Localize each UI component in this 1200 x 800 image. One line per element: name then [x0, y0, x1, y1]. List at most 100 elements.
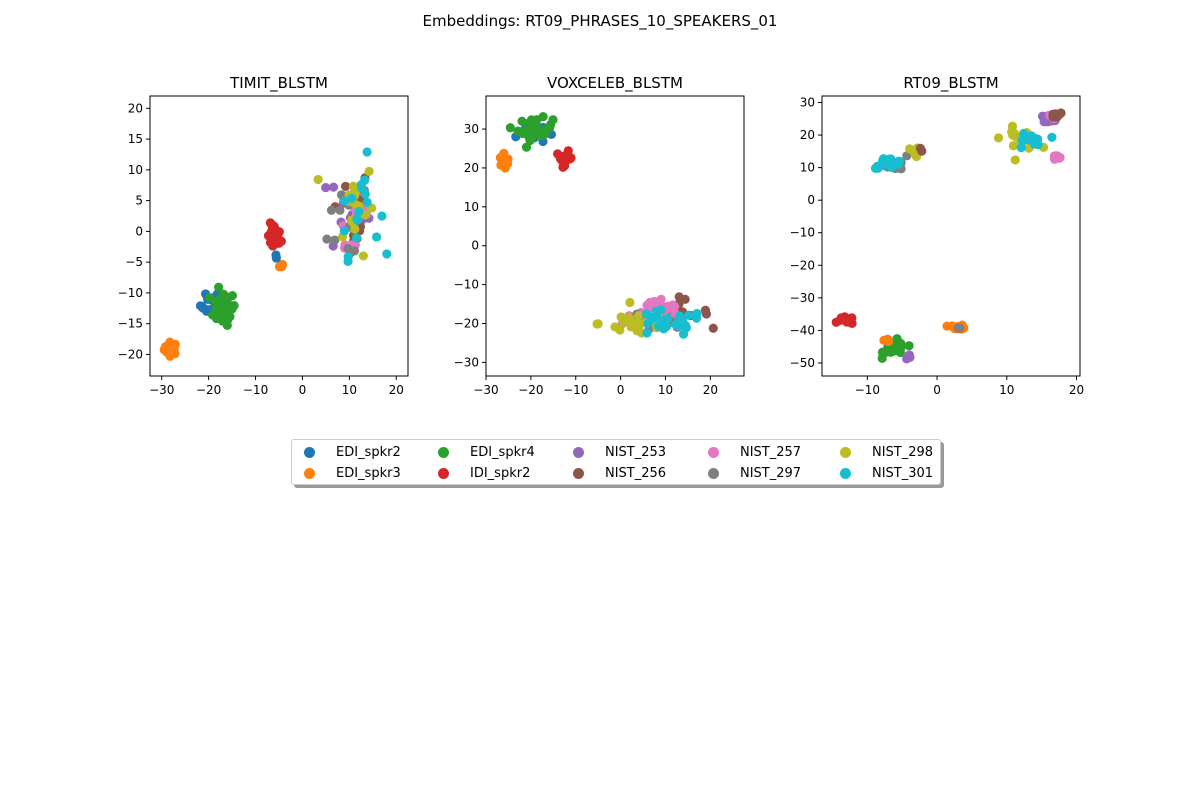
x-tick-label: 0: [617, 383, 625, 397]
data-point: [197, 301, 207, 311]
data-point: [358, 251, 368, 261]
subplot-title: RT09_BLSTM: [903, 74, 998, 93]
data-point: [648, 314, 658, 324]
data-point: [223, 314, 233, 325]
data-point: [162, 347, 172, 358]
axes-frame: [821, 95, 1081, 377]
data-point: [539, 125, 549, 135]
y-tick-label: 0: [135, 224, 143, 238]
legend-label: EDI_spkr2: [336, 444, 401, 460]
scatter-points: [159, 147, 392, 361]
data-point: [902, 151, 912, 161]
data-point: [360, 175, 370, 185]
legend-entry: NIST_297: [708, 463, 801, 483]
legend-marker: [573, 467, 584, 479]
data-point: [558, 162, 568, 172]
axes-frame: [149, 95, 409, 377]
legend-marker: [304, 446, 315, 458]
data-point: [663, 313, 673, 324]
data-point: [620, 314, 630, 324]
data-point: [566, 153, 576, 163]
legend-label: NIST_256: [605, 465, 667, 481]
legend-label: NIST_301: [872, 465, 934, 481]
data-point: [1010, 155, 1020, 165]
data-point: [269, 223, 280, 233]
subplot-1: TIMIT_BLSTM −30 −20 −10 0 10 20 −20 −15 −10 −5 0 5 10…: [118, 74, 409, 397]
data-point: [229, 300, 239, 311]
data-point: [877, 156, 888, 166]
y-tick-label: 10: [800, 161, 815, 175]
data-point: [630, 320, 641, 330]
legend-entry: EDI_spkr3: [304, 463, 401, 483]
data-point: [505, 123, 515, 133]
data-point: [680, 294, 690, 304]
data-point: [1037, 111, 1048, 121]
data-point: [339, 226, 349, 236]
x-tick-label: 10: [342, 383, 357, 397]
y-tick-label: 20: [800, 128, 815, 142]
y-tick-label: −10: [790, 226, 815, 240]
data-point: [563, 146, 573, 156]
data-point: [210, 305, 221, 315]
subplot-title: VOXCELEB_BLSTM: [547, 74, 683, 93]
data-point: [653, 321, 664, 331]
legend-entry: NIST_256: [573, 463, 666, 483]
legend-marker: [840, 446, 851, 458]
data-point: [893, 159, 903, 169]
scatter-points: [831, 108, 1066, 364]
figure-title: Embeddings: RT09_PHRASES_10_SPEAKERS_01: [422, 12, 778, 30]
legend-marker: [438, 446, 449, 458]
data-point: [167, 341, 177, 351]
data-point: [326, 205, 337, 215]
data-point: [915, 143, 926, 153]
x-tick-label: 0: [933, 383, 941, 397]
data-point: [1007, 121, 1018, 131]
data-point: [1008, 141, 1018, 151]
data-point: [340, 196, 350, 206]
legend-label: NIST_298: [872, 444, 934, 460]
y-tick-label: 30: [464, 122, 479, 136]
x-tick-label: 0: [299, 383, 307, 397]
data-point: [651, 306, 661, 316]
data-point: [353, 215, 363, 225]
data-point: [372, 232, 382, 242]
y-tick-label: 10: [464, 200, 479, 214]
data-point: [625, 297, 635, 308]
data-point: [340, 181, 351, 191]
legend: EDI_spkr2 EDI_spkr3 EDI_spkr4 IDI_spkr2 NIST…: [291, 439, 941, 485]
legend-label: EDI_spkr4: [470, 444, 535, 460]
data-point: [521, 142, 532, 152]
x-tick-label: −30: [149, 383, 174, 397]
y-tick-label: −5: [125, 255, 143, 269]
x-tick-label: −10: [563, 383, 588, 397]
x-tick-label: 20: [703, 383, 718, 397]
y-tick-label: 10: [128, 163, 143, 177]
axes-frame: [485, 95, 745, 377]
data-point: [217, 292, 227, 302]
y-tick-label: −20: [790, 258, 815, 272]
data-point: [700, 305, 711, 315]
subplot-title: TIMIT_BLSTM: [229, 74, 328, 93]
legend-marker: [708, 446, 719, 458]
data-point: [335, 205, 345, 215]
data-point: [556, 155, 566, 165]
x-tick-label: 10: [999, 383, 1014, 397]
legend-entry: NIST_257: [708, 442, 801, 462]
x-tick-label: 10: [658, 383, 673, 397]
legend-marker: [708, 467, 719, 479]
x-tick-label: −30: [473, 383, 498, 397]
data-point: [1029, 139, 1039, 149]
legend-marker: [304, 467, 315, 479]
legend-entry: NIST_253: [573, 442, 666, 462]
y-tick-label: −40: [790, 323, 815, 337]
data-point: [503, 154, 513, 164]
data-point: [845, 317, 855, 327]
y-tick-label: 0: [807, 193, 815, 207]
data-point: [1019, 128, 1029, 139]
data-point: [357, 183, 367, 193]
data-point: [1048, 109, 1058, 119]
data-point: [691, 313, 702, 323]
data-point: [270, 230, 280, 240]
x-tick-label: −20: [518, 383, 543, 397]
